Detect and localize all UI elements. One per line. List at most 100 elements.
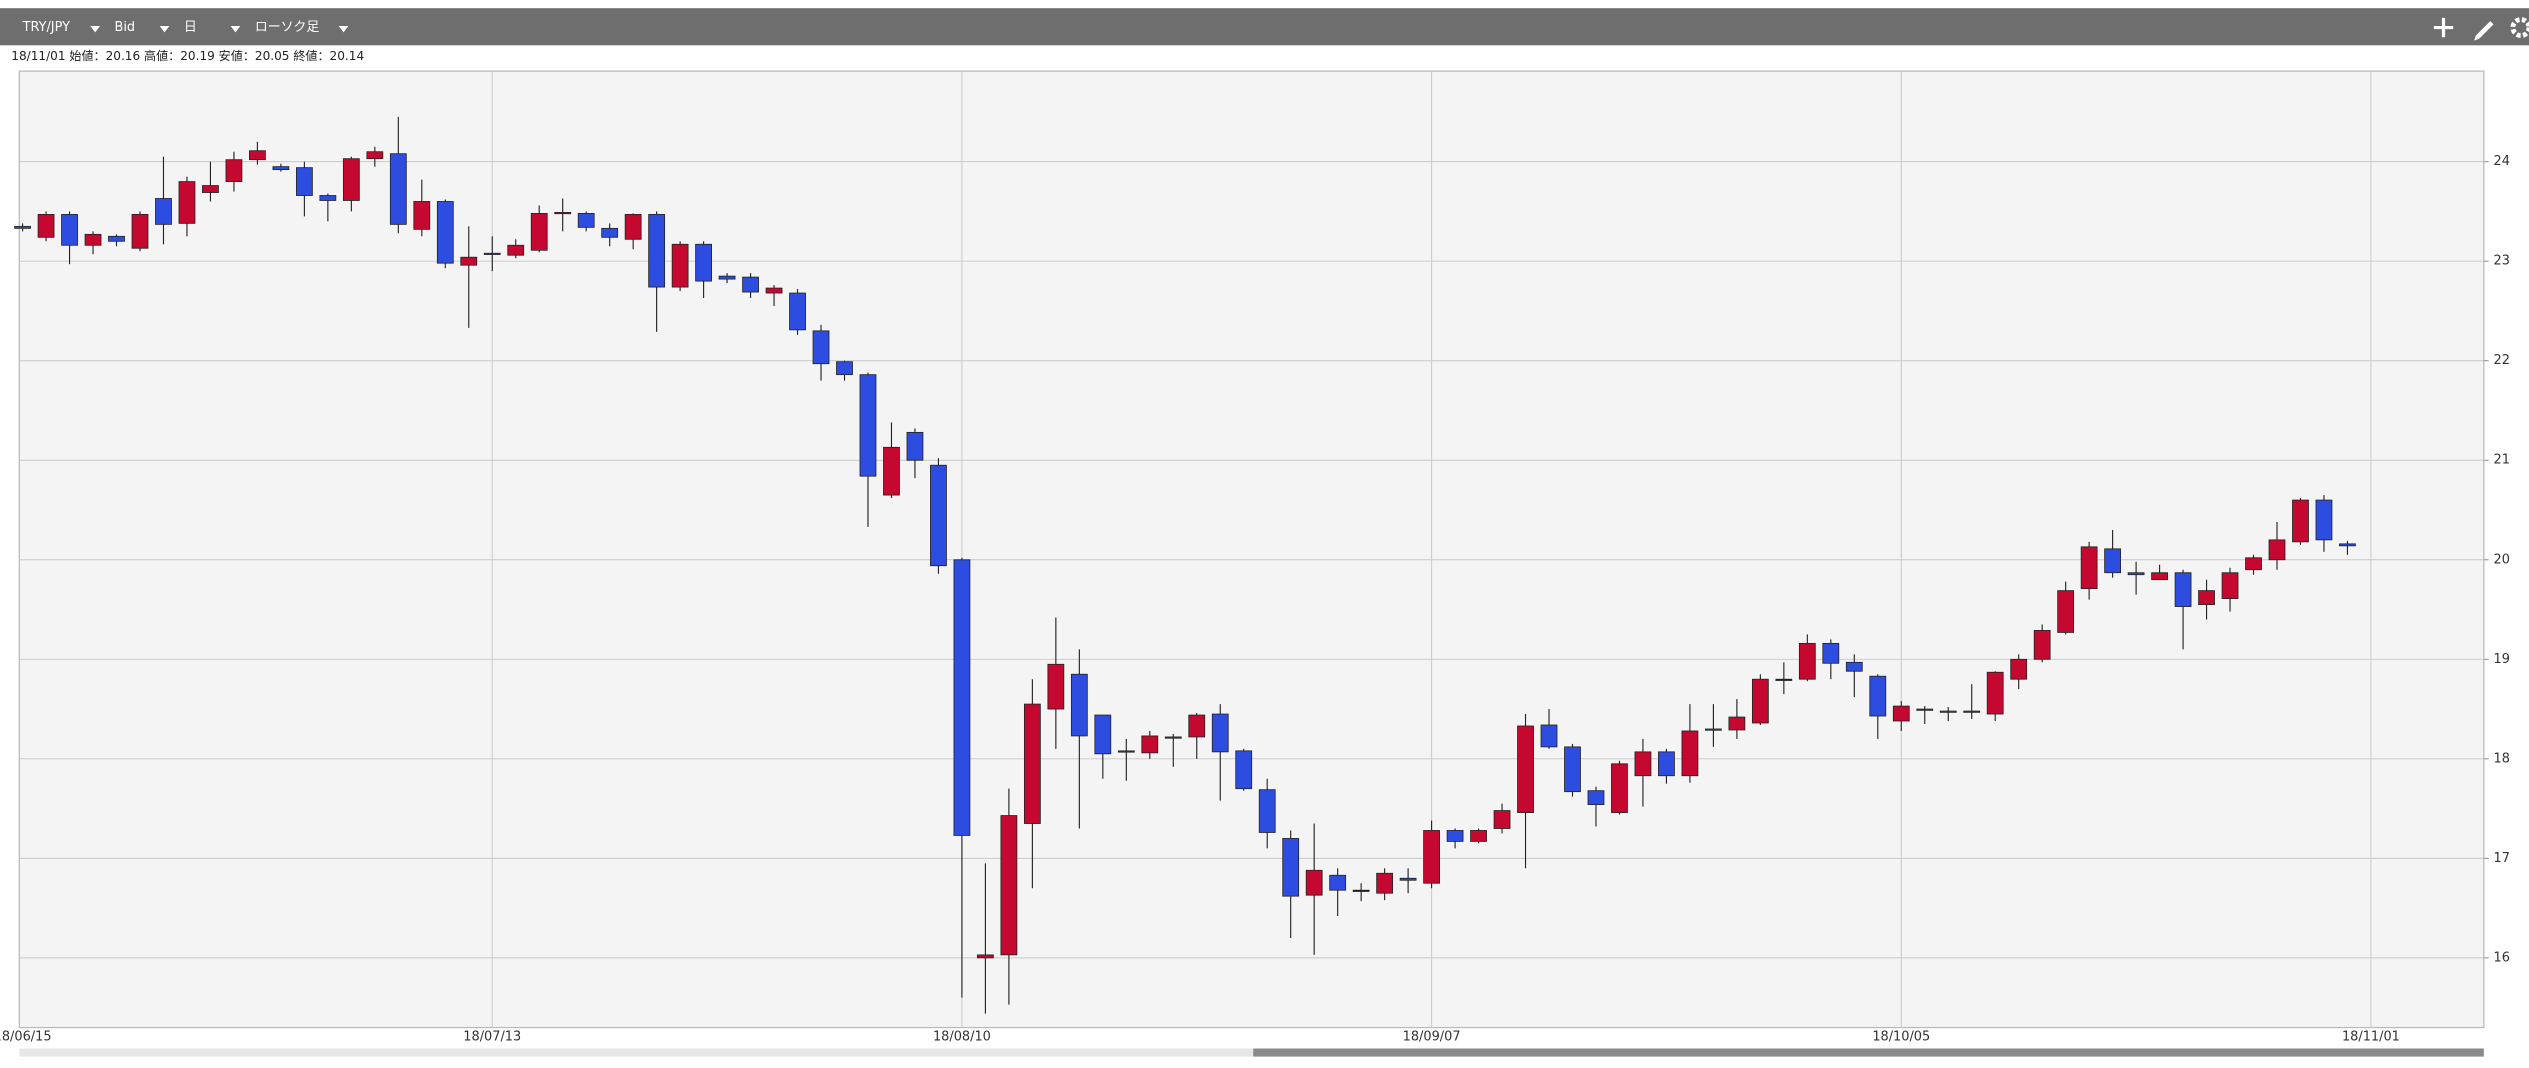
candle-body [2292, 499, 2309, 543]
x-tick-label: 18/08/10 [933, 1030, 991, 1045]
candle-body [1658, 751, 1675, 777]
candle-body [1517, 725, 1534, 813]
candle-body [742, 276, 759, 293]
candle-body [1023, 703, 1041, 824]
candle-body [1282, 838, 1300, 897]
candle-body [1258, 789, 1276, 833]
candle-body [84, 233, 102, 246]
candle-body [2339, 543, 2356, 547]
candle-body [61, 214, 78, 246]
y-tick-label: 23 [2494, 254, 2510, 269]
candle-body [1869, 675, 1887, 717]
scrollbar-track[interactable] [19, 1048, 2484, 1057]
candle-body [460, 256, 478, 266]
candle-body [554, 212, 572, 215]
candle-body [272, 166, 290, 171]
candle-body [718, 275, 736, 280]
candle-body [765, 287, 783, 294]
chart-style-select[interactable]: ローソク足 [255, 20, 320, 35]
candle-body [1164, 736, 1182, 739]
candle-body [295, 167, 313, 196]
x-tick-label: 18/09/07 [1403, 1030, 1461, 1045]
add-button[interactable] [2433, 17, 2454, 38]
candle-body [14, 225, 31, 229]
candle-body [859, 374, 877, 477]
x-tick-label: 18/11/01 [2342, 1030, 2400, 1045]
candle-body [1446, 830, 1464, 842]
candle-body [601, 227, 619, 238]
scrollbar-thumb[interactable] [1253, 1048, 2484, 1057]
candle-body [1798, 642, 1816, 680]
candle-body [1117, 750, 1135, 753]
x-tick-label: 18/10/05 [1872, 1030, 1930, 1045]
candle-body [953, 559, 971, 836]
candle-body [624, 214, 642, 240]
symbol-select[interactable]: TRY/JPY [22, 20, 71, 35]
candle-body [883, 446, 900, 496]
candle-body [836, 361, 853, 376]
candle-body [1986, 671, 2004, 715]
candle-body [342, 158, 360, 201]
draw-button[interactable] [2474, 21, 2494, 41]
candle-body [108, 235, 125, 242]
x-tick-label: 18/07/13 [463, 1030, 521, 1045]
candle-body [1892, 705, 1910, 722]
candle-body [1399, 877, 1417, 881]
candle-body [2127, 572, 2145, 576]
candle-body [1540, 724, 1558, 748]
candle-body [1000, 815, 1018, 956]
candle-body [1047, 663, 1065, 710]
candle-body [1329, 874, 1347, 891]
x-tick-label: 18/06/15 [0, 1030, 52, 1045]
plot-area [18, 70, 2485, 1029]
candle-body [1939, 710, 1957, 713]
candle-body [413, 201, 431, 230]
candle-body [389, 153, 407, 225]
candle-body [1705, 728, 1722, 731]
candle-body [671, 243, 689, 288]
dropdown-arrow[interactable] [230, 25, 241, 33]
candle-body [2198, 590, 2215, 605]
candle-body [2221, 572, 2239, 599]
candle-body [1775, 678, 1793, 681]
period-select[interactable]: 日 [184, 20, 197, 35]
price-type-select[interactable]: Bid [115, 20, 136, 35]
candle-body [1211, 713, 1229, 753]
candle-body [977, 954, 994, 959]
candle-body [507, 244, 525, 256]
candle-body [2245, 557, 2262, 571]
candle-body [1423, 830, 1440, 884]
candle-body [577, 213, 595, 228]
dropdown-arrow[interactable] [90, 25, 100, 33]
dropdown-arrow[interactable] [159, 25, 170, 33]
candle-body [1141, 735, 1159, 754]
candle-body [366, 151, 384, 160]
candle-body [1822, 642, 1840, 664]
plot: 16 17 18 19 20 21 22 23 24 18/06/15 18/07/13 18/08/… [0, 71, 2510, 1045]
candle-body [648, 214, 666, 288]
candle-body [1188, 714, 1206, 738]
candle-body [178, 181, 196, 224]
y-tick-label: 20 [2494, 552, 2510, 567]
y-tick-label: 18 [2494, 751, 2510, 766]
dropdown-arrow[interactable] [338, 25, 349, 33]
candle-body [2174, 572, 2192, 607]
candle-body [1305, 869, 1323, 896]
y-tick-label: 24 [2494, 154, 2510, 169]
candle-body [225, 159, 243, 182]
candle-body [1634, 751, 1652, 777]
toolbar [0, 8, 2529, 46]
candle-body [1070, 673, 1088, 737]
candle-body [1587, 790, 1605, 806]
candle-body [530, 213, 548, 251]
candle-body [2080, 546, 2098, 590]
candle-body [1845, 661, 1863, 672]
candle-body [1352, 889, 1370, 892]
candle-body [249, 150, 266, 161]
candle-body [1493, 810, 1511, 829]
candle-body [930, 464, 947, 567]
candle-body [1470, 830, 1487, 842]
candle-body [1235, 750, 1253, 790]
